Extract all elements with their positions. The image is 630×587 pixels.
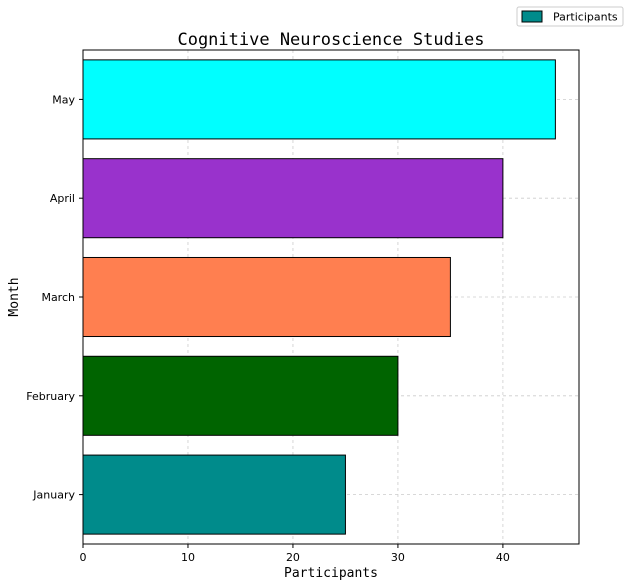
bars bbox=[82, 59, 556, 535]
legend: Participants bbox=[516, 6, 624, 27]
x-tick-label: 20 bbox=[286, 551, 300, 564]
y-tick-label: April bbox=[50, 192, 75, 205]
bar-april bbox=[82, 158, 504, 239]
bar-february bbox=[82, 355, 399, 436]
x-tick-label: 0 bbox=[80, 551, 87, 564]
x-tick-label: 30 bbox=[391, 551, 405, 564]
x-tick-label: 10 bbox=[181, 551, 195, 564]
x-axis-label: Participants bbox=[284, 566, 378, 581]
bar-january bbox=[82, 454, 346, 535]
y-tick-label: January bbox=[32, 489, 75, 502]
y-tick-label: May bbox=[52, 93, 75, 106]
legend-swatch bbox=[521, 10, 543, 23]
y-axis-label: Month bbox=[7, 277, 22, 316]
x-tick-label: 40 bbox=[496, 551, 510, 564]
legend-box bbox=[516, 6, 624, 27]
y-tick-label: February bbox=[26, 390, 75, 403]
bar-may bbox=[82, 59, 556, 140]
x-axis-ticks: 0 10 20 30 40 bbox=[80, 544, 510, 564]
y-tick-label: March bbox=[41, 291, 75, 304]
chart-title: Cognitive Neuroscience Studies bbox=[177, 30, 484, 50]
y-axis-ticks: January February March April May bbox=[26, 93, 83, 502]
bar-march bbox=[82, 256, 451, 338]
legend-label: Participants bbox=[553, 11, 618, 24]
